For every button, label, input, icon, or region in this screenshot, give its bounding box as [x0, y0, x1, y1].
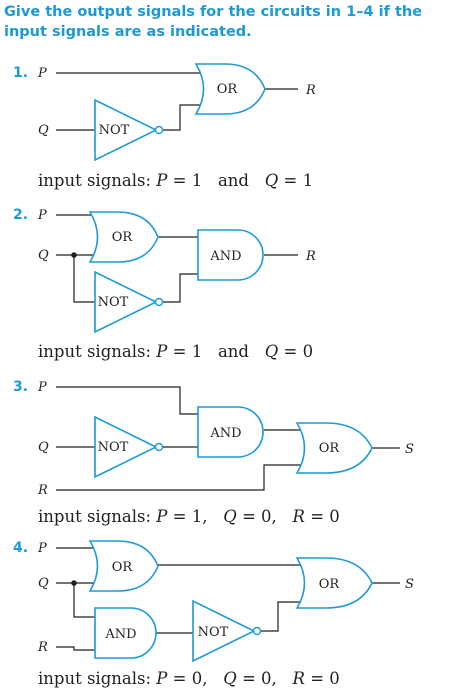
circuit-3-output-s: S [405, 442, 414, 457]
circuit-4-input-r: R [37, 640, 48, 655]
circuit-1-not-bubble [154, 125, 164, 135]
circuit-4-or-gate-1 [88, 540, 159, 592]
circuit-3-caption: input signals: P = 1, Q = 0, R = 0 [38, 507, 340, 526]
circuit-1-input-q: Q [38, 123, 49, 138]
circuit-4-not-gate [192, 599, 256, 663]
circuit-1: 1. P Q OR NOT R input signals: P = 1 and… [13, 63, 316, 190]
circuit-4-input-q: Q [38, 576, 49, 591]
circuit-4-caption: input signals: P = 0, Q = 0, R = 0 [38, 669, 340, 688]
circuit-4-or-gate-2 [295, 557, 373, 609]
circuit-4-or-label-1: OR [112, 560, 134, 575]
circuit-1-input-p: P [37, 66, 47, 81]
circuit-4-wires [56, 547, 400, 651]
circuit-2-or-label: OR [112, 230, 134, 245]
circuit-3-wires [56, 386, 400, 491]
circuit-2-output-r: R [305, 249, 316, 264]
circuit-1-or-gate [194, 63, 266, 115]
circuit-4-junction-dot [71, 580, 77, 586]
circuit-3-input-r: R [37, 483, 48, 498]
circuit-2-and-gate [197, 229, 264, 281]
circuit-1-wires [56, 72, 298, 131]
circuit-4-not-label: NOT [198, 625, 229, 640]
circuit-1-output-r: R [305, 83, 316, 98]
circuit-4-or-label-2: OR [319, 577, 341, 592]
circuit-4-output-s: S [405, 577, 414, 592]
circuit-3-or-gate [295, 422, 373, 474]
circuit-2-caption: input signals: P = 1 and Q = 0 [38, 342, 313, 361]
circuit-2-not-label: NOT [98, 295, 129, 310]
circuit-2: 2. P Q OR AND NOT R input signals: P = 1… [13, 207, 316, 361]
circuit-3-not-label: NOT [98, 440, 129, 455]
circuit-3-not-bubble [154, 442, 164, 452]
circuit-2-input-q: Q [38, 248, 49, 263]
circuit-4-number: 4. [13, 540, 28, 556]
circuit-2-input-p: P [37, 208, 47, 223]
circuit-4-and-gate [94, 607, 157, 659]
circuit-1-caption: input signals: P = 1 and Q = 1 [38, 171, 313, 190]
circuit-3-number: 3. [13, 379, 28, 395]
circuit-4-and-label: AND [104, 627, 136, 642]
circuit-4: 4. P Q R OR OR AND NOT S input signals: … [13, 540, 414, 688]
circuit-3-and-gate [197, 406, 264, 458]
circuit-4-not-bubble [252, 626, 262, 636]
circuit-1-not-label: NOT [99, 123, 130, 138]
circuit-4-input-p: P [37, 541, 47, 556]
problem-heading: Give the output signals for the circuits… [4, 4, 423, 40]
circuit-3-or-label: OR [319, 441, 341, 456]
circuit-2-or-gate [88, 211, 159, 263]
circuit-2-and-label: AND [209, 249, 241, 264]
circuit-2-number: 2. [13, 207, 28, 223]
circuit-3-input-q: Q [38, 440, 49, 455]
circuit-2-not-bubble [154, 297, 164, 307]
circuit-1-not-gate [94, 98, 158, 162]
circuit-3: 3. P Q R AND NOT OR S input signals: P =… [13, 379, 414, 526]
circuit-2-not-gate [94, 270, 158, 334]
circuit-1-number: 1. [13, 65, 28, 81]
circuit-3-input-p: P [37, 380, 47, 395]
circuit-3-and-label: AND [209, 426, 241, 441]
circuit-1-or-label: OR [217, 82, 239, 97]
circuit-3-not-gate [94, 415, 158, 479]
circuit-2-junction-dot [71, 252, 77, 258]
